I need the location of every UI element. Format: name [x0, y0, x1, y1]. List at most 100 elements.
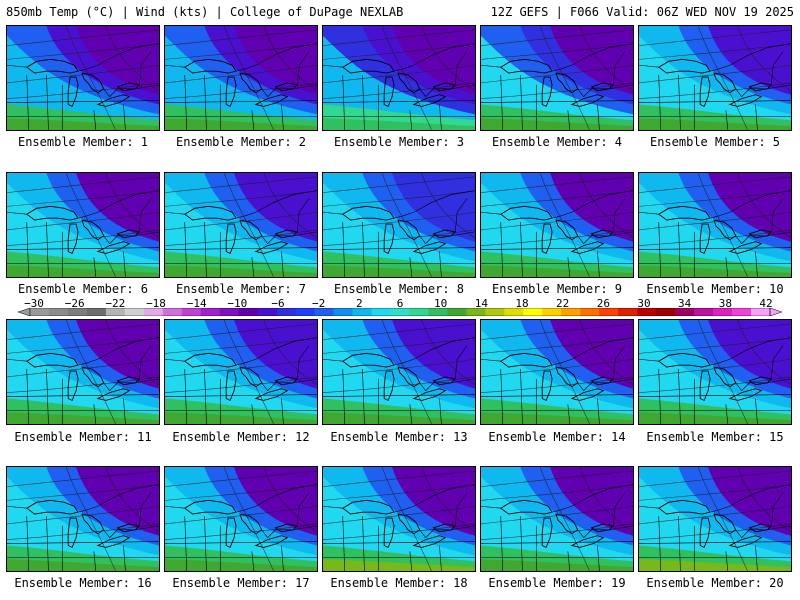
- great-lake-outline: [713, 513, 737, 535]
- ensemble-member-label: Ensemble Member: 11: [14, 430, 152, 444]
- political-boundary: [251, 404, 255, 424]
- political-boundary: [251, 110, 255, 130]
- temperature-shading-band: [323, 182, 475, 277]
- great-lake-outline: [555, 366, 579, 388]
- great-lake-outline: [225, 223, 237, 255]
- political-boundary: [678, 75, 681, 130]
- great-lake-outline: [25, 58, 79, 74]
- great-lake-outline: [225, 370, 237, 402]
- political-boundary: [612, 198, 626, 232]
- height-contour: [639, 229, 791, 246]
- height-contour: [165, 29, 317, 46]
- temperature-shading-band: [165, 182, 317, 277]
- great-lake-outline: [728, 535, 763, 548]
- temperature-map: [323, 26, 475, 130]
- political-boundary: [520, 369, 523, 424]
- political-boundary: [735, 231, 791, 245]
- political-boundary: [520, 516, 523, 571]
- colorbar-swatch: [485, 308, 505, 316]
- temperature-map: [481, 173, 633, 277]
- height-contour: [7, 376, 159, 393]
- colorbar-swatch: [447, 308, 467, 316]
- political-boundary: [138, 345, 152, 379]
- temperature-shading-band: [323, 35, 475, 130]
- temperature-map: [7, 320, 159, 424]
- great-lake-outline: [541, 76, 553, 108]
- great-lake-outline: [397, 72, 421, 94]
- political-boundary: [481, 100, 633, 103]
- height-contour: [481, 29, 633, 46]
- colorbar-swatch: [200, 308, 221, 316]
- colorbar-swatch: [637, 308, 657, 316]
- temperature-shading-band: [165, 35, 317, 130]
- political-boundary: [261, 378, 317, 392]
- height-contour: [7, 470, 159, 487]
- great-lake-outline: [713, 72, 737, 94]
- colorbar-swatch: [390, 308, 410, 316]
- height-contour: [7, 82, 159, 99]
- great-lake-outline: [25, 205, 79, 221]
- height-contour: [7, 323, 159, 340]
- political-boundary: [165, 394, 317, 397]
- temperature-shading-band: [165, 329, 317, 424]
- great-lake-outline: [67, 223, 79, 255]
- political-boundary: [597, 398, 600, 424]
- height-contour: [7, 229, 159, 246]
- height-contour: [323, 29, 475, 46]
- great-lake-outline: [590, 229, 615, 239]
- height-contour: [323, 229, 475, 246]
- colorbar-swatch: [580, 308, 600, 316]
- great-lake-outline: [748, 376, 773, 386]
- great-lake-outline: [254, 535, 289, 548]
- great-lake-outline: [81, 366, 105, 388]
- temperature-map: [323, 320, 475, 424]
- colorbar-swatch: [30, 308, 50, 316]
- ensemble-map-panel: [638, 25, 792, 131]
- political-boundary: [725, 110, 729, 130]
- political-boundary: [551, 484, 633, 513]
- colorbar-tick-label: 26: [596, 297, 610, 310]
- great-lake-outline: [699, 370, 711, 402]
- great-lake-outline: [499, 205, 553, 221]
- great-lake-outline: [225, 76, 237, 108]
- political-boundary: [296, 345, 310, 379]
- colorbar-swatch: [257, 308, 278, 316]
- political-boundary: [261, 84, 317, 98]
- great-lake-outline: [397, 366, 421, 388]
- colorbar-tick-label: 34: [678, 297, 692, 310]
- ensemble-member-label: Ensemble Member: 20: [646, 576, 784, 590]
- political-boundary: [454, 198, 468, 232]
- temperature-shading-band: [323, 559, 475, 571]
- political-boundary: [261, 231, 317, 245]
- political-boundary: [296, 492, 310, 526]
- colorbar-tick-label: −14: [186, 297, 207, 310]
- political-boundary: [165, 541, 317, 544]
- height-contour: [639, 470, 791, 487]
- political-boundary: [567, 404, 571, 424]
- temperature-map: [481, 320, 633, 424]
- political-boundary: [323, 394, 475, 397]
- political-boundary: [597, 545, 600, 571]
- height-contour: [165, 229, 317, 246]
- political-boundary: [639, 247, 791, 250]
- political-boundary: [725, 551, 729, 571]
- political-boundary: [46, 75, 49, 130]
- colorbar-swatch: [314, 308, 335, 316]
- political-boundary: [454, 51, 468, 85]
- height-contour: [165, 323, 317, 340]
- political-boundary: [103, 378, 159, 392]
- political-boundary: [235, 484, 317, 513]
- colorbar-swatch: [371, 308, 392, 316]
- colorbar-swatch: [751, 308, 771, 316]
- temperature-shading-band: [481, 559, 633, 571]
- political-boundary: [393, 43, 475, 72]
- great-lake-outline: [748, 523, 773, 533]
- temperature-shading-band: [639, 182, 791, 277]
- political-boundary: [520, 222, 523, 277]
- great-lake-outline: [699, 223, 711, 255]
- great-lake-outline: [590, 523, 615, 533]
- temperature-shading-band: [165, 118, 317, 130]
- political-boundary: [481, 394, 633, 397]
- political-boundary: [409, 551, 413, 571]
- product-title: 850mb Temp (°C) | Wind (kts) | College o…: [6, 5, 404, 19]
